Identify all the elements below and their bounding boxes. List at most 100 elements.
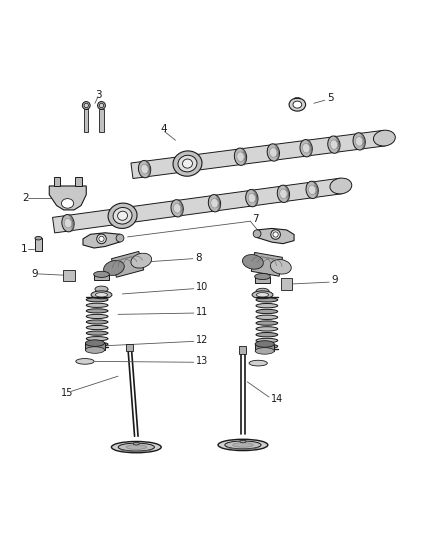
Ellipse shape [255,348,274,354]
Polygon shape [49,186,86,210]
Ellipse shape [126,445,146,449]
Ellipse shape [76,359,94,364]
Polygon shape [111,252,144,277]
Text: 9: 9 [331,276,338,286]
Ellipse shape [256,293,268,297]
Ellipse shape [86,309,108,313]
Ellipse shape [270,260,291,274]
Ellipse shape [95,293,108,297]
Ellipse shape [141,164,148,174]
Ellipse shape [273,232,278,237]
Text: 13: 13 [196,357,208,366]
Ellipse shape [328,136,340,154]
Ellipse shape [254,273,270,279]
Text: 3: 3 [95,90,102,100]
Polygon shape [53,177,60,186]
Ellipse shape [256,298,278,302]
Ellipse shape [94,271,110,277]
Polygon shape [255,344,274,351]
Text: 10: 10 [196,282,208,293]
Ellipse shape [256,333,278,337]
Polygon shape [240,346,247,353]
Text: 1: 1 [21,244,28,254]
Ellipse shape [85,347,105,353]
Ellipse shape [256,309,278,313]
Ellipse shape [86,320,108,324]
Ellipse shape [86,326,108,329]
Ellipse shape [173,204,181,213]
Ellipse shape [113,207,132,224]
Ellipse shape [104,261,124,276]
Ellipse shape [256,338,278,343]
Ellipse shape [82,102,90,109]
Ellipse shape [253,230,261,238]
Ellipse shape [271,230,280,239]
Ellipse shape [330,140,338,149]
Ellipse shape [85,340,105,346]
Ellipse shape [91,291,112,298]
Ellipse shape [99,103,104,108]
Ellipse shape [374,130,396,146]
Polygon shape [99,109,104,132]
Polygon shape [94,274,110,280]
Polygon shape [85,343,105,350]
Ellipse shape [249,360,267,366]
Ellipse shape [183,159,192,168]
Ellipse shape [237,152,244,161]
Text: 2: 2 [22,193,28,203]
Ellipse shape [138,160,151,178]
Ellipse shape [256,303,278,308]
Ellipse shape [86,331,108,335]
Ellipse shape [35,237,42,240]
Ellipse shape [211,198,218,208]
Ellipse shape [293,101,302,108]
Ellipse shape [95,286,108,292]
Ellipse shape [118,443,155,451]
Ellipse shape [267,144,279,161]
Polygon shape [84,109,88,132]
Ellipse shape [289,98,306,111]
Ellipse shape [173,151,202,176]
Polygon shape [126,344,133,351]
Text: 9: 9 [32,269,39,279]
Ellipse shape [233,443,253,447]
Ellipse shape [256,288,269,294]
Ellipse shape [64,219,72,228]
Polygon shape [251,253,283,276]
Polygon shape [35,238,42,251]
Ellipse shape [131,253,152,268]
Ellipse shape [208,195,221,212]
Ellipse shape [218,439,268,450]
Ellipse shape [280,189,287,199]
Text: 12: 12 [196,335,209,345]
Ellipse shape [256,344,278,349]
Ellipse shape [353,133,365,150]
Ellipse shape [171,200,183,217]
Ellipse shape [256,327,278,331]
Ellipse shape [86,303,108,308]
Ellipse shape [86,297,108,302]
Ellipse shape [117,211,127,220]
Ellipse shape [246,189,258,207]
Text: 14: 14 [271,394,283,404]
Polygon shape [53,178,342,233]
Ellipse shape [61,199,74,208]
Ellipse shape [133,442,139,445]
Text: 7: 7 [252,214,258,224]
Polygon shape [83,233,120,248]
Ellipse shape [116,234,124,242]
Ellipse shape [86,342,108,346]
Ellipse shape [111,441,161,453]
Ellipse shape [234,148,247,165]
Polygon shape [131,131,385,179]
Ellipse shape [256,315,278,319]
Ellipse shape [243,255,263,269]
Ellipse shape [330,178,352,194]
Ellipse shape [108,203,137,229]
Polygon shape [63,270,74,281]
Text: 15: 15 [61,387,74,398]
Ellipse shape [62,214,74,232]
Ellipse shape [306,181,318,199]
Ellipse shape [277,185,290,203]
Ellipse shape [270,148,277,157]
